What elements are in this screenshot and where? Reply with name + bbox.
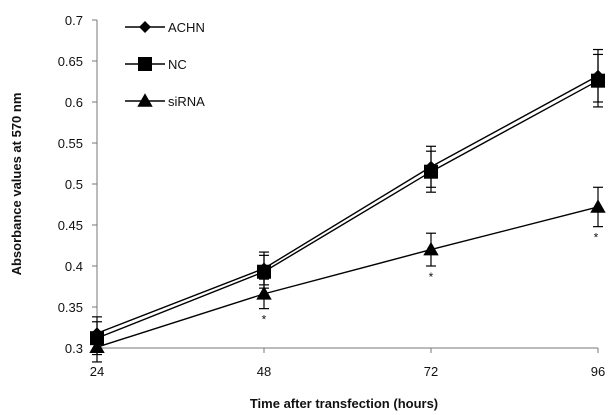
series-line-nc (96, 80, 599, 339)
legend-label-sirna: siRNA (168, 94, 205, 109)
x-tick-label: 96 (591, 364, 605, 379)
y-tick-label: 0.7 (65, 13, 83, 28)
y-tick-label: 0.55 (58, 136, 83, 151)
significance-markers: * * * (262, 231, 599, 327)
y-tick-label: 0.35 (58, 300, 83, 315)
y-tick-label: 0.65 (58, 54, 83, 69)
y-axis-title: Absorbance values at 570 nm (9, 93, 24, 276)
legend-marker-achn (139, 21, 151, 33)
y-tick-label: 0.45 (58, 218, 83, 233)
x-tick-label: 72 (424, 364, 438, 379)
legend-label-nc: NC (168, 57, 187, 72)
x-tick-label: 48 (257, 364, 271, 379)
data-point-nc (257, 264, 271, 279)
data-point-nc (90, 331, 104, 346)
x-ticks: 24 48 72 96 (90, 348, 605, 379)
data-point-nc (591, 73, 605, 88)
series-line-sirna (96, 206, 599, 348)
series-lines (96, 75, 599, 348)
y-tick-label: 0.5 (65, 177, 83, 192)
legend: ACHN NC siRNA (125, 20, 205, 109)
significance-asterisk: * (594, 231, 599, 245)
significance-asterisk: * (262, 313, 267, 327)
data-point-sirna (590, 199, 606, 213)
data-point-sirna (89, 339, 105, 353)
significance-asterisk: * (429, 270, 434, 284)
series-line-achn (96, 75, 599, 334)
x-tick-label: 24 (90, 364, 104, 379)
legend-marker-nc (138, 57, 152, 71)
y-tick-label: 0.3 (65, 341, 83, 356)
data-point-nc (424, 164, 438, 179)
y-ticks: 0.3 0.35 0.4 0.45 0.5 0.55 0.6 0.65 0.7 (58, 13, 97, 356)
markers (89, 69, 606, 353)
legend-marker-sirna (137, 93, 153, 107)
y-tick-label: 0.6 (65, 95, 83, 110)
data-point-sirna (256, 286, 272, 300)
x-axis-title: Time after transfection (hours) (250, 396, 438, 411)
y-tick-label: 0.4 (65, 259, 83, 274)
data-point-sirna (423, 241, 439, 256)
legend-label-achn: ACHN (168, 20, 205, 35)
